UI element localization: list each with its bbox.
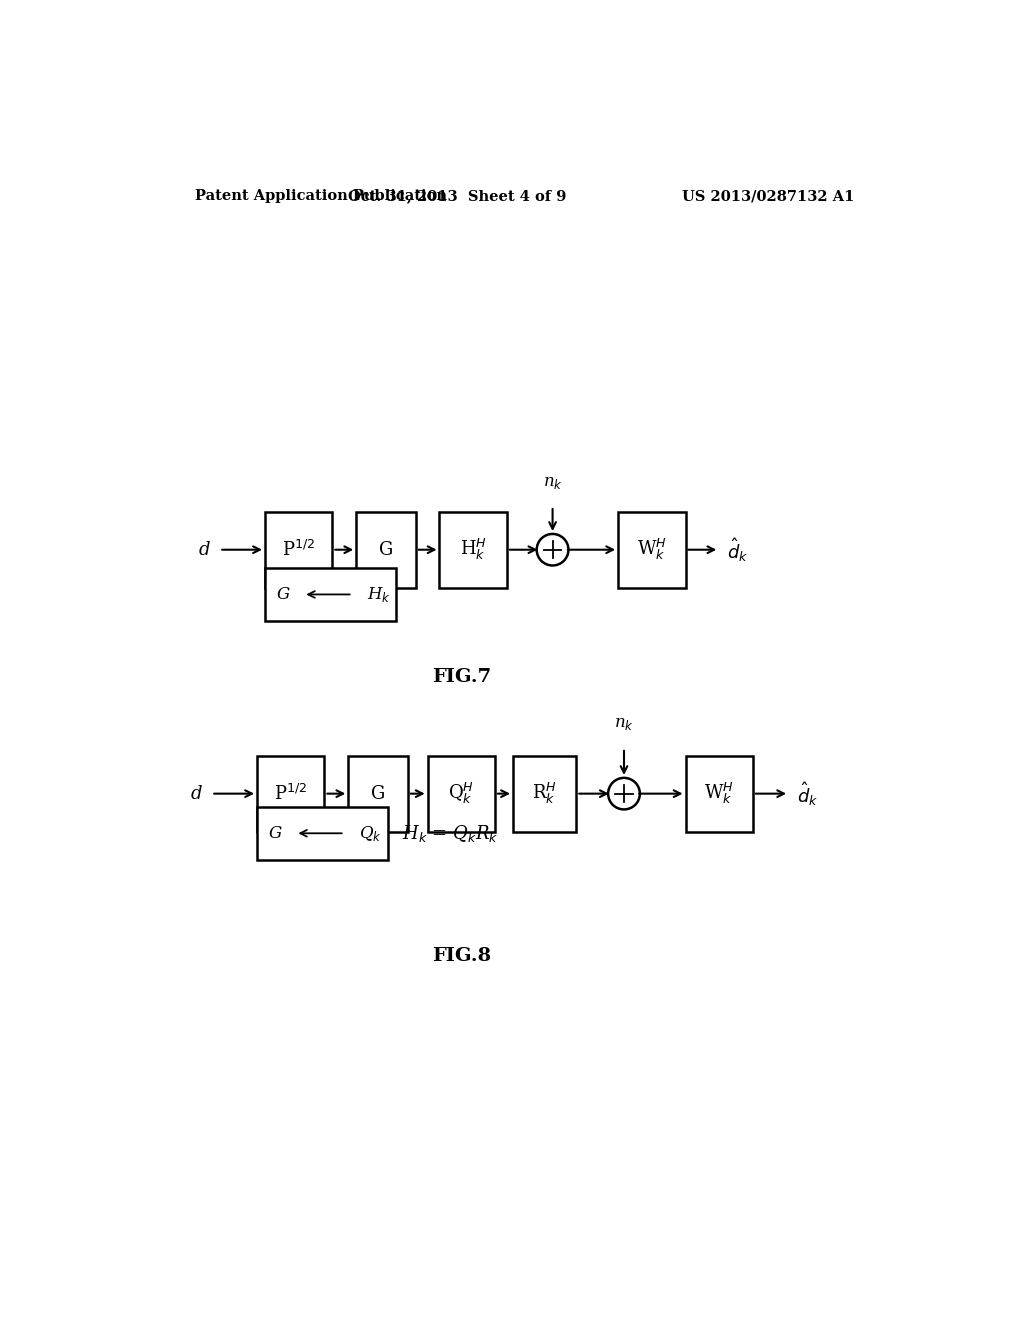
Text: Oct. 31, 2013  Sheet 4 of 9: Oct. 31, 2013 Sheet 4 of 9: [348, 189, 566, 203]
Text: Patent Application Publication: Patent Application Publication: [196, 189, 447, 203]
Text: n$_k$: n$_k$: [543, 474, 562, 491]
Text: H$_k$ = Q$_k$R$_k$: H$_k$ = Q$_k$R$_k$: [401, 822, 499, 843]
Text: G: G: [379, 541, 393, 558]
Bar: [265, 512, 333, 587]
Text: G: G: [276, 586, 290, 603]
Text: FIG.7: FIG.7: [432, 668, 490, 686]
Text: Q$_k^H$: Q$_k^H$: [449, 781, 474, 807]
Text: $\hat{d}_k$: $\hat{d}_k$: [797, 780, 818, 808]
Bar: [265, 568, 396, 620]
Bar: [356, 512, 416, 587]
Text: W$_k^H$: W$_k^H$: [705, 781, 734, 807]
Text: G: G: [268, 825, 282, 842]
Text: $\hat{d}_k$: $\hat{d}_k$: [727, 536, 749, 564]
Ellipse shape: [537, 535, 568, 565]
Ellipse shape: [608, 777, 640, 809]
Bar: [428, 755, 495, 832]
Text: FIG.8: FIG.8: [432, 948, 490, 965]
Text: n$_k$: n$_k$: [614, 714, 634, 731]
Text: R$_k^H$: R$_k^H$: [532, 781, 557, 807]
Bar: [348, 755, 408, 832]
Text: G: G: [371, 784, 385, 803]
Bar: [618, 512, 685, 587]
Text: H$_k$: H$_k$: [367, 585, 391, 605]
Text: d: d: [190, 784, 202, 803]
Text: P$^{1/2}$: P$^{1/2}$: [274, 784, 307, 804]
Text: W$_k^H$: W$_k^H$: [637, 537, 667, 562]
Bar: [257, 755, 325, 832]
Bar: [685, 755, 753, 832]
Text: d: d: [199, 541, 210, 558]
Bar: [439, 512, 507, 587]
Bar: [257, 807, 388, 859]
Bar: [513, 755, 577, 832]
Text: Q$_k$: Q$_k$: [359, 824, 382, 842]
Text: H$_k^H$: H$_k^H$: [460, 537, 486, 562]
Text: US 2013/0287132 A1: US 2013/0287132 A1: [682, 189, 854, 203]
Text: P$^{1/2}$: P$^{1/2}$: [283, 540, 315, 560]
